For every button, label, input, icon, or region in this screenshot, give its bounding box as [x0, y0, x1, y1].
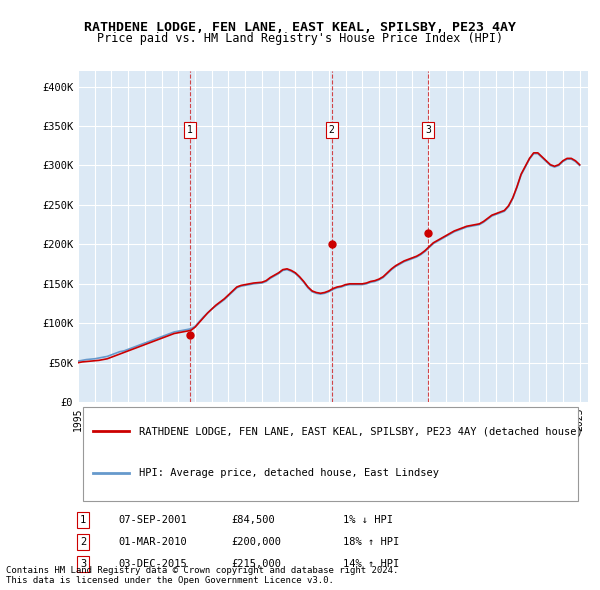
FancyBboxPatch shape [83, 407, 578, 500]
Text: RATHDENE LODGE, FEN LANE, EAST KEAL, SPILSBY, PE23 4AY (detached house): RATHDENE LODGE, FEN LANE, EAST KEAL, SPI… [139, 426, 583, 436]
Text: 14% ↑ HPI: 14% ↑ HPI [343, 559, 400, 569]
Text: 2: 2 [329, 125, 335, 135]
Text: RATHDENE LODGE, FEN LANE, EAST KEAL, SPILSBY, PE23 4AY: RATHDENE LODGE, FEN LANE, EAST KEAL, SPI… [84, 21, 516, 34]
Text: Contains HM Land Registry data © Crown copyright and database right 2024.: Contains HM Land Registry data © Crown c… [6, 566, 398, 575]
Text: 1: 1 [80, 515, 86, 525]
Text: £200,000: £200,000 [231, 537, 281, 547]
Text: 1% ↓ HPI: 1% ↓ HPI [343, 515, 393, 525]
Text: 1: 1 [187, 125, 193, 135]
Text: 3: 3 [80, 559, 86, 569]
Text: This data is licensed under the Open Government Licence v3.0.: This data is licensed under the Open Gov… [6, 576, 334, 585]
Text: 01-MAR-2010: 01-MAR-2010 [119, 537, 188, 547]
Text: HPI: Average price, detached house, East Lindsey: HPI: Average price, detached house, East… [139, 468, 439, 477]
Text: 3: 3 [425, 125, 431, 135]
Text: 18% ↑ HPI: 18% ↑ HPI [343, 537, 400, 547]
Text: £215,000: £215,000 [231, 559, 281, 569]
Text: £84,500: £84,500 [231, 515, 275, 525]
Text: 07-SEP-2001: 07-SEP-2001 [119, 515, 188, 525]
Text: 2: 2 [80, 537, 86, 547]
Text: 03-DEC-2015: 03-DEC-2015 [119, 559, 188, 569]
Text: Price paid vs. HM Land Registry's House Price Index (HPI): Price paid vs. HM Land Registry's House … [97, 32, 503, 45]
